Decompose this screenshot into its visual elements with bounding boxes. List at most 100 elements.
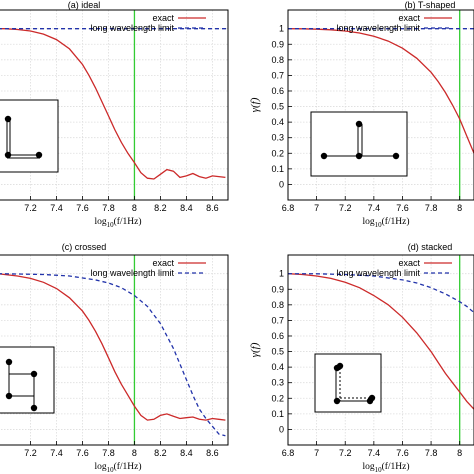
test-mass-dot [336,362,344,370]
y-tick-label: 0.2 [271,148,284,158]
x-tick-label: 8 [132,448,137,458]
x-tick-label: 7 [314,448,319,458]
chart-title: (c) crossed [62,242,107,252]
x-tick-label: 8 [457,203,462,213]
x-tick-label: 8.2 [154,448,167,458]
plot-frame [0,9,229,201]
x-axis-label: log10(f/1Hz) [94,216,141,229]
x-tick-label: 6.8 [282,203,295,213]
x-axis-label: log10(f/1Hz) [94,461,141,474]
detector-inset-cross [0,346,55,414]
x-tick-label: 8.4 [180,203,193,213]
x-tick-label: 8.4 [180,448,193,458]
x-tick-label: 7.2 [339,203,352,213]
x-tick-label: 8.6 [206,203,219,213]
y-tick-label: 0 [279,179,284,189]
x-tick-label: 7 [314,203,319,213]
detector-inset-T [310,111,408,177]
x-tick-label: 8 [132,203,137,213]
x-tick-label: 6.8 [282,448,295,458]
x-tick-label: 7.8 [425,448,438,458]
series-line-exact [288,28,474,154]
test-mass-dot [333,397,341,405]
legend-label: long wavelength limit [336,268,420,278]
chart-title: (b) T-shaped [405,0,456,10]
legend-label: exact [152,258,174,268]
y-tick-label: 1 [279,269,284,279]
y-tick-label: 0.6 [271,86,284,96]
y-axis-label: γ(f) [249,97,261,112]
chart-panel-a: 7.2 7.4 7.6 7.8 8 8.2 8.4 8.6 (a) ideal exactlong… [0,0,229,229]
chart-panel-b: 6.8 7 7.2 7.4 7.6 7.8 8 0 0.1 0.2 0.3 0.4 0.5 0.6 0.7 0… [249,0,474,229]
test-mass-dot [5,358,13,366]
y-tick-label: 0.4 [271,362,284,372]
legend-label: long wavelength limit [90,268,174,278]
y-tick-label: 0.7 [271,70,284,80]
legend-label: exact [152,13,174,23]
series-line-exact [0,273,226,421]
y-tick-label: 0.1 [271,164,284,174]
detector-inset-stacked [314,353,382,413]
x-tick-label: 8.2 [154,203,167,213]
x-tick-label: 7.6 [396,448,409,458]
inset-box [0,99,59,173]
y-axis-label: γ(f) [249,342,261,357]
y-tick-label: 0.8 [271,55,284,65]
x-tick-label: 7.4 [368,203,381,213]
legend-label: long wavelength limit [336,23,420,33]
y-tick-label: 0.3 [271,378,284,388]
legend-label: exact [398,13,420,23]
test-mass-dot [355,152,363,160]
x-axis-label: log10(f/1Hz) [362,461,409,474]
plot-frame [287,254,474,446]
x-tick-label: 7.8 [102,448,115,458]
test-mass-dot [355,120,363,128]
series-line-long-wavelength-limit [0,273,226,437]
test-mass-dot [368,394,376,402]
chart-panel-d: 6.8 7 7.2 7.4 7.6 7.8 8 0 0.1 0.2 0.3 0.4 0.5 0.6 0.7 0… [249,242,474,474]
y-tick-label: 0.6 [271,331,284,341]
chart-panel-c: 7.2 7.4 7.6 7.8 8 8.2 8.4 8.6(c) crossedexactlo… [0,242,229,474]
test-mass-dot [5,392,13,400]
inset-box [0,346,55,414]
y-tick-label: 0 [279,424,284,434]
chart-title: (a) ideal [68,0,101,10]
y-tick-label: 0.5 [271,347,284,357]
x-tick-label: 7.4 [50,203,63,213]
x-tick-label: 7.2 [339,448,352,458]
x-tick-label: 7.8 [102,203,115,213]
series-line-long-wavelength-limit [288,273,474,314]
x-tick-label: 7.4 [50,448,63,458]
series-line-exact [0,28,226,180]
test-mass-dot [35,151,43,159]
x-tick-label: 7.6 [76,203,89,213]
x-tick-label: 8.6 [206,448,219,458]
x-tick-label: 8 [457,448,462,458]
y-tick-label: 0.8 [271,300,284,310]
chart-title: (d) stacked [408,242,453,252]
test-mass-dot [4,151,12,159]
y-tick-label: 0.5 [271,102,284,112]
legend-label: long wavelength limit [90,23,174,33]
series-line-exact [288,273,474,410]
plot-frame [0,254,229,446]
legend-label: exact [398,258,420,268]
test-mass-dot [30,370,38,378]
y-tick-label: 0.3 [271,133,284,143]
plot-frame [287,9,474,201]
y-tick-label: 0.9 [271,284,284,294]
y-tick-label: 0.2 [271,393,284,403]
test-mass-dot [4,115,12,123]
x-tick-label: 7.6 [396,203,409,213]
y-tick-label: 0.4 [271,117,284,127]
y-tick-label: 0.7 [271,315,284,325]
x-axis-label: log10(f/1Hz) [362,216,409,229]
detector-inset-L [0,99,59,173]
test-mass-dot [30,404,38,412]
test-mass-dot [392,152,400,160]
y-tick-label: 0.9 [271,39,284,49]
test-mass-dot [320,152,328,160]
y-tick-label: 1 [279,24,284,34]
x-tick-label: 7.8 [425,203,438,213]
